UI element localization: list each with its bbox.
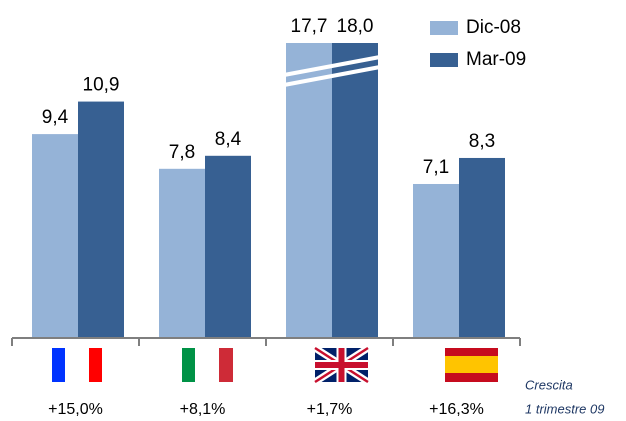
value-label: 8,4	[215, 129, 242, 150]
legend-label: Mar-09	[466, 49, 526, 70]
bar	[413, 183, 459, 338]
value-label: 17,7	[291, 16, 328, 37]
legend-swatch	[430, 53, 458, 67]
bar	[205, 155, 251, 338]
value-label: 10,9	[83, 75, 120, 96]
bar	[159, 168, 205, 338]
flag-france	[52, 348, 102, 382]
growth-label: +16,3%	[429, 401, 484, 418]
growth-label: +8,1%	[180, 401, 226, 418]
bar	[332, 43, 378, 338]
value-label: 8,3	[469, 131, 495, 152]
flag-italy	[182, 348, 233, 382]
bar	[459, 157, 505, 338]
bar	[78, 101, 124, 338]
bar	[286, 43, 332, 338]
legend-label: Dic-08	[466, 17, 521, 38]
note: 1 trimestre 09	[525, 401, 604, 416]
growth-label: +1,7%	[307, 401, 353, 418]
bar	[32, 134, 78, 338]
growth-label: +15,0%	[48, 401, 103, 418]
flag-uk	[313, 345, 370, 385]
note: Crescita	[525, 377, 573, 392]
value-label: 7,8	[169, 142, 195, 163]
value-label: 18,0	[337, 16, 374, 37]
flag-spain	[445, 348, 498, 382]
value-label: 9,4	[42, 107, 69, 128]
legend-swatch	[430, 21, 458, 35]
axis-break	[283, 55, 381, 87]
value-label: 7,1	[423, 157, 449, 178]
